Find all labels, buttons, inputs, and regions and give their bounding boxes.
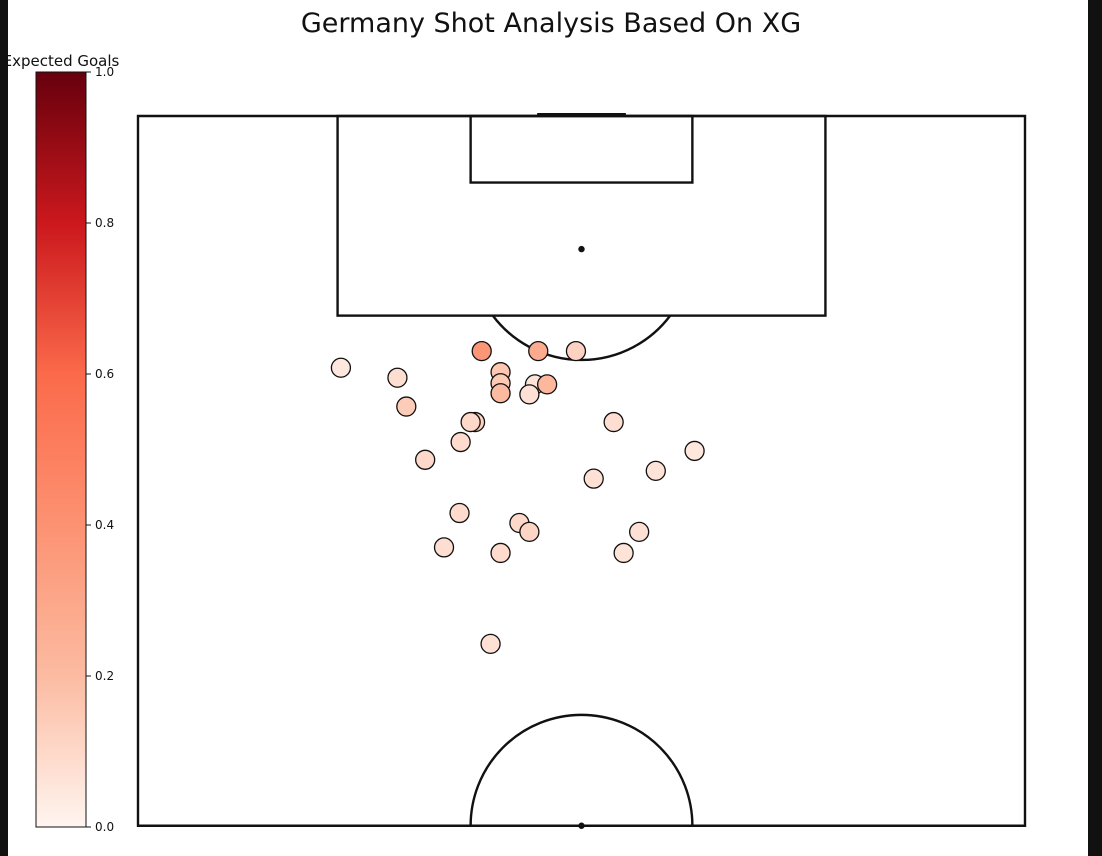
shot-marker xyxy=(684,440,705,462)
shot-marker xyxy=(480,633,501,655)
left-frame-edge xyxy=(0,0,8,856)
shot-marker xyxy=(519,384,540,405)
shot-markers xyxy=(330,340,705,655)
shot-marker xyxy=(433,537,455,558)
shot-marker xyxy=(396,396,417,417)
shot-marker xyxy=(583,468,604,489)
colorbar-tick-label: 0.6 xyxy=(95,367,114,381)
shot-marker xyxy=(519,521,540,543)
penalty-spot xyxy=(578,245,585,253)
penalty-arc xyxy=(491,314,672,362)
shot-marker xyxy=(603,411,624,433)
pitch xyxy=(136,113,1027,829)
shot-marker xyxy=(449,502,470,524)
shot-marker xyxy=(490,542,511,564)
shot-marker xyxy=(387,367,408,388)
right-frame-edge xyxy=(1088,0,1102,856)
shot-marker xyxy=(450,431,471,453)
shot-marker xyxy=(528,340,549,362)
colorbar-scale xyxy=(35,71,87,828)
pitch-boundary xyxy=(136,114,1027,827)
shot-marker xyxy=(613,542,634,564)
chart-title: Germany Shot Analysis Based On XG xyxy=(300,8,802,39)
shot-marker xyxy=(645,460,666,482)
shot-marker xyxy=(490,383,511,404)
shot-marker xyxy=(629,521,650,543)
shot-marker xyxy=(415,449,436,470)
colorbar-tick-label: 0.8 xyxy=(95,216,114,230)
six-yard-box xyxy=(469,114,694,184)
shot-marker xyxy=(565,340,587,362)
center-circle xyxy=(469,713,694,828)
shot-marker xyxy=(471,340,492,362)
colorbar-ticks: 0.0 0.2 0.4 0.6 0.8 1.0 xyxy=(86,65,114,834)
colorbar: 0.0 0.2 0.4 0.6 0.8 1.0 Expected Goals xyxy=(3,52,120,834)
shot-marker xyxy=(460,411,481,433)
colorbar-label: Expected Goals xyxy=(3,52,120,70)
colorbar-tick-label: 1.0 xyxy=(95,65,114,79)
penalty-box xyxy=(336,114,827,317)
colorbar-tick-label: 0.4 xyxy=(95,518,114,532)
colorbar-tick-label: 0.0 xyxy=(95,820,114,834)
shot-marker xyxy=(536,374,558,395)
center-spot xyxy=(578,822,585,829)
colorbar-tick-label: 0.2 xyxy=(95,669,114,683)
shot-marker xyxy=(330,357,352,378)
